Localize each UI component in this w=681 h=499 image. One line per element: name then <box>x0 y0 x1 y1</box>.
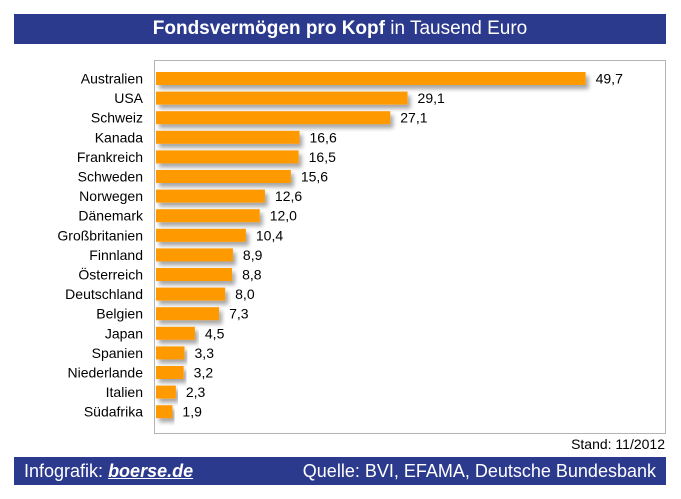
category-label: Italien <box>106 384 143 400</box>
chart-title-rest: in Tausend Euro <box>390 18 528 39</box>
value-label: 29,1 <box>418 90 445 106</box>
bar <box>156 150 299 164</box>
category-label: Großbritanien <box>57 227 143 243</box>
value-label: 16,6 <box>309 129 336 145</box>
category-label: Frankreich <box>77 149 143 165</box>
bar <box>156 326 195 340</box>
value-label: 4,5 <box>205 325 225 341</box>
value-label: 3,2 <box>194 365 214 381</box>
bar <box>156 405 173 419</box>
category-label: Kanada <box>95 129 143 145</box>
category-label: Schweden <box>78 169 143 185</box>
category-label: Dänemark <box>78 208 144 224</box>
value-label: 27,1 <box>400 110 427 126</box>
bar <box>156 72 586 85</box>
bar <box>156 189 265 203</box>
stand-date: Stand: 11/2012 <box>571 436 665 452</box>
value-label: 1,9 <box>182 404 202 420</box>
bar <box>156 385 176 399</box>
value-label: 12,0 <box>270 208 297 224</box>
value-label: 49,7 <box>596 71 623 87</box>
footer: Infografik: boerse.de Quelle: BVI, EFAMA… <box>14 457 666 485</box>
bar <box>156 228 246 242</box>
category-label: Spanien <box>92 345 143 361</box>
value-label: 8,9 <box>243 247 263 263</box>
chart-title-bold: Fondsvermögen pro Kopf <box>152 18 385 39</box>
bar <box>156 91 408 105</box>
category-label: Australien <box>81 71 143 87</box>
bar <box>156 366 184 379</box>
bar <box>156 307 220 321</box>
category-label: USA <box>114 90 143 106</box>
value-label: 2,3 <box>186 384 206 400</box>
bar <box>156 248 233 262</box>
category-label: Japan <box>105 325 143 341</box>
infografik-label: Infografik: <box>24 461 104 481</box>
category-label: Schweiz <box>91 110 143 126</box>
value-label: 8,8 <box>242 267 262 283</box>
value-label: 15,6 <box>301 169 328 185</box>
value-label: 16,5 <box>309 149 336 165</box>
value-label: 12,6 <box>275 188 302 204</box>
category-label: Norwegen <box>79 188 143 204</box>
category-label: Finnland <box>89 247 143 263</box>
bar <box>156 170 291 183</box>
chart-title: Fondsvermögen pro Kopf in Tausend Euro <box>14 14 666 44</box>
value-label: 7,3 <box>229 306 249 322</box>
bar <box>156 287 226 301</box>
value-label: 3,3 <box>195 345 215 361</box>
category-label: Deutschland <box>65 286 143 302</box>
brand-logo-text[interactable]: boerse.de <box>108 461 194 481</box>
footer-infografik: Infografik: boerse.de <box>24 457 193 485</box>
bar <box>156 209 260 223</box>
source-text: Quelle: BVI, EFAMA, Deutsche Bundesbank <box>302 461 656 481</box>
category-label: Südafrika <box>84 404 143 420</box>
category-label: Niederlande <box>68 365 144 381</box>
value-label: 8,0 <box>235 286 255 302</box>
category-label: Österreich <box>78 266 143 283</box>
bar <box>156 346 185 360</box>
bar <box>156 268 233 281</box>
bar <box>156 130 300 144</box>
category-label: Belgien <box>96 306 143 322</box>
bar <box>156 111 391 125</box>
value-label: 10,4 <box>256 227 283 243</box>
